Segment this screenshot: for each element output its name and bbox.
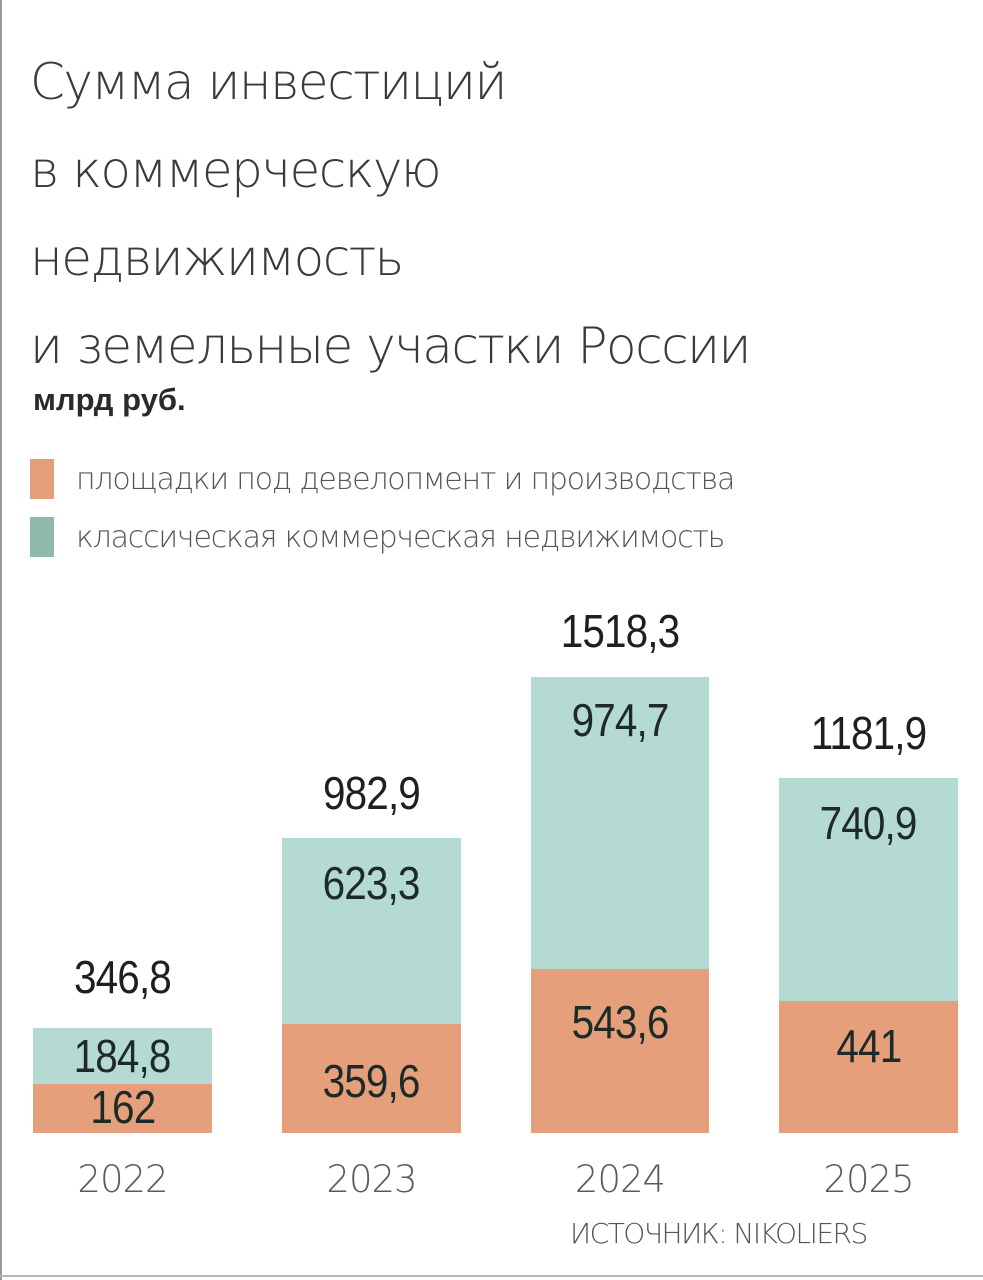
bar-2025: 1181,9 740,9 441 2025	[779, 0, 958, 1280]
frame-border-left	[0, 0, 2, 1280]
title-line-3: недвижимость	[30, 229, 404, 287]
segment-value: 184,8	[74, 1030, 172, 1082]
segment-commercial: 623,3	[282, 838, 461, 1024]
legend-swatch-development	[30, 459, 54, 499]
segment-value: 359,6	[323, 1055, 421, 1107]
total-label: 1181,9	[810, 707, 927, 759]
source-note: ИСТОЧНИК: NIKOLIERS	[570, 1217, 868, 1250]
segment-value: 543,6	[571, 996, 670, 1048]
total-label: 1518,3	[560, 605, 680, 657]
legend-label-development: площадки под девелопмент и производства	[76, 461, 735, 497]
legend-swatch-commercial	[30, 517, 54, 557]
year-label: 2023	[326, 1158, 417, 1201]
segment-value: 740,9	[820, 797, 918, 849]
year-label: 2024	[574, 1158, 666, 1201]
legend-item-commercial: классическая коммерческая недвижимость	[30, 508, 734, 566]
segment-commercial: 974,7	[531, 677, 709, 969]
title-line-2: в коммерческую	[30, 141, 442, 199]
segment-value: 162	[90, 1081, 156, 1133]
segment-commercial: 740,9	[779, 778, 958, 1001]
frame-border-bottom	[0, 1275, 983, 1277]
legend-label-commercial: классическая коммерческая недвижимость	[76, 519, 725, 555]
segment-development: 441	[779, 1001, 958, 1133]
segment-value: 441	[836, 1020, 902, 1072]
bar-2024: 1518,3 974,7 543,6 2024	[531, 0, 709, 1280]
year-label: 2025	[823, 1158, 914, 1201]
legend-item-development: площадки под девелопмент и производства	[30, 450, 735, 508]
segment-value: 623,3	[323, 857, 421, 909]
chart-title: Сумма инвестиций в коммерческую недвижим…	[30, 38, 980, 390]
year-label: 2022	[77, 1158, 168, 1201]
total-label: 346,8	[74, 951, 172, 1003]
total-label: 982,9	[323, 767, 421, 819]
segment-development: 359,6	[282, 1024, 461, 1133]
title-line-1: Сумма инвестиций	[30, 53, 507, 111]
unit-label: млрд руб.	[33, 382, 186, 417]
segment-development: 162	[33, 1084, 212, 1133]
legend: площадки под девелопмент и производства …	[30, 450, 735, 566]
bar-2022: 346,8 184,8 162 2022	[33, 0, 212, 1280]
segment-value: 974,7	[571, 694, 670, 746]
bar-2023: 982,9 623,3 359,6 2023	[282, 0, 461, 1280]
title-line-4: и земельные участки России	[30, 317, 751, 375]
segment-commercial: 184,8	[33, 1028, 212, 1084]
segment-development: 543,6	[531, 969, 709, 1133]
